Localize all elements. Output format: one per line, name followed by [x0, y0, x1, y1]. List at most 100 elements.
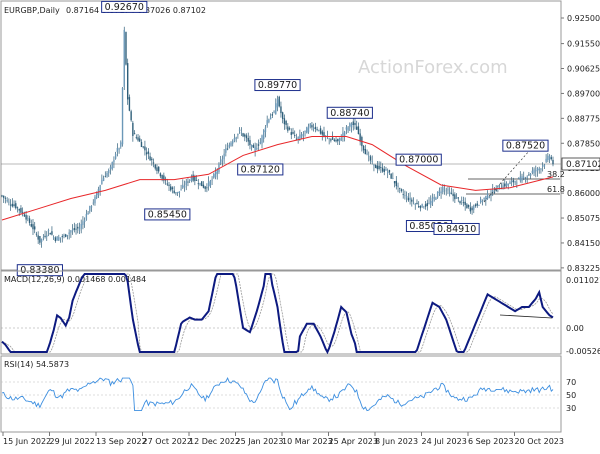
candle-body: [183, 185, 186, 188]
candle-body: [497, 185, 499, 188]
candle-body: [54, 237, 57, 242]
candle-body: [541, 165, 544, 167]
candle-body: [414, 203, 416, 205]
candle-body: [149, 156, 151, 161]
candle-body: [89, 205, 91, 212]
candle-body: [249, 140, 251, 146]
candle-body: [400, 189, 403, 192]
candle-body: [1, 195, 3, 197]
candle-body: [505, 183, 508, 186]
candle-body: [237, 134, 239, 136]
candle-body: [263, 130, 265, 139]
candles: [1, 26, 554, 248]
candle-body: [342, 132, 344, 137]
candle-body: [512, 180, 515, 183]
candle-body: [132, 122, 134, 137]
price-y-axis: 0.92500 0.91550 0.90625 0.89700 0.88775 0.878…: [561, 14, 600, 273]
candle-body: [443, 188, 446, 190]
price-annotation: 0.84910: [433, 222, 480, 235]
candle-body: [528, 174, 530, 176]
candle-body: [331, 137, 334, 140]
candle-body: [66, 235, 69, 236]
candle-body: [328, 138, 330, 140]
candle-body: [34, 226, 36, 230]
candle-body: [230, 142, 232, 146]
candle-body: [156, 167, 158, 172]
candle-body: [108, 169, 110, 174]
candle-body: [297, 136, 299, 140]
price-annotation-box: [433, 222, 480, 235]
candle-body: [154, 164, 156, 169]
candle-body: [157, 166, 160, 172]
candle-body: [421, 204, 423, 207]
candle-body: [77, 226, 79, 229]
candle-body: [80, 224, 82, 229]
x-tick-label: 24 Jul 2023: [422, 437, 467, 446]
candle-body: [304, 130, 306, 132]
candle-body: [194, 176, 196, 181]
price-tick-label: 0.92500: [567, 14, 600, 23]
candle-body: [445, 190, 447, 192]
candle-body: [452, 193, 454, 197]
candle-body: [37, 235, 39, 240]
candle-body: [369, 156, 372, 161]
moving-average-line: [1, 136, 554, 221]
candle-body: [218, 163, 220, 172]
candle-body: [257, 144, 260, 146]
candle-body: [488, 196, 490, 198]
candle-body: [269, 116, 272, 120]
candle-body: [352, 121, 354, 125]
price-tick-label: 0.84150: [567, 239, 600, 248]
candle-body: [381, 167, 384, 172]
candle-body: [309, 123, 311, 127]
x-tick-label: 6 Sep 2023: [468, 437, 514, 446]
candle-body: [319, 128, 322, 134]
candle-body: [419, 206, 422, 209]
x-tick-label: 12 Dec 2022: [189, 437, 240, 446]
price-tick-label: 0.90625: [567, 65, 600, 74]
candle-body: [192, 174, 194, 181]
price-tick-label: 0.89700: [567, 89, 600, 98]
candle-body: [416, 202, 418, 205]
candle-body: [123, 29, 125, 87]
candle-body: [166, 183, 168, 185]
candle-body: [502, 185, 504, 189]
candle-body: [197, 183, 199, 185]
candle-body: [474, 204, 477, 207]
candle-body: [519, 176, 521, 181]
price-annotation-label: 0.84910: [437, 224, 476, 235]
candle-body: [178, 191, 181, 193]
candle-body: [71, 229, 74, 231]
candle-body: [228, 144, 230, 148]
candle-body: [18, 208, 20, 211]
candle-body: [378, 165, 380, 169]
candle-body: [128, 97, 131, 111]
candle-body: [526, 176, 528, 179]
candle-body: [438, 190, 441, 193]
candle-body: [294, 135, 296, 136]
last-price-marker: 0.87102: [561, 157, 600, 171]
candle-body: [455, 197, 458, 199]
rsi-panel: RSI(14) 54.5873 70 50 30: [0, 355, 576, 433]
candle-body: [395, 180, 398, 187]
candle-body: [219, 160, 222, 164]
price-annotation: 0.89770: [254, 79, 301, 92]
candle-body: [65, 234, 67, 237]
candle-body: [509, 181, 511, 184]
candle-body: [202, 184, 205, 188]
candle-body: [120, 142, 122, 147]
candle-body: [486, 193, 489, 199]
candle-body: [523, 176, 525, 179]
candle-body: [387, 171, 389, 174]
candle-body: [264, 127, 267, 133]
candle-body: [411, 199, 413, 202]
candle-body: [276, 99, 279, 108]
candle-body: [206, 187, 208, 189]
candle-body: [25, 215, 27, 220]
candle-body: [271, 114, 274, 116]
candle-body: [75, 228, 77, 230]
candle-body: [116, 147, 119, 153]
candle-body: [404, 195, 406, 196]
candle-body: [295, 138, 298, 140]
candle-body: [185, 181, 187, 186]
